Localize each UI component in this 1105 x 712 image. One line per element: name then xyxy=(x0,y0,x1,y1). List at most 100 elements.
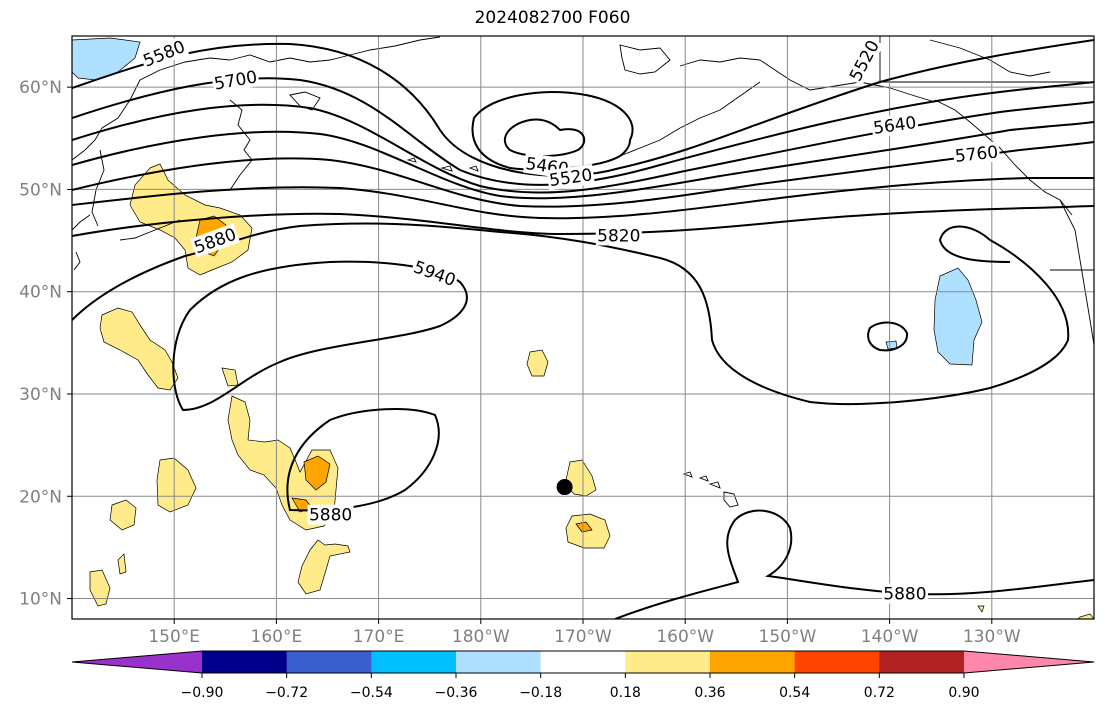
coastline xyxy=(723,491,739,508)
contour-label: 5820 xyxy=(595,225,642,246)
contour-label-text: 5820 xyxy=(597,226,640,246)
colorbar-tick-label: 0.18 xyxy=(610,685,641,701)
colorbar-tick-label: −0.54 xyxy=(350,685,393,701)
contour-label-bg xyxy=(409,256,460,291)
contour-labels: 5580570054605520552056405760582058805940… xyxy=(138,35,1001,604)
contour-label: 5580 xyxy=(138,35,190,72)
contour-label-text: 5700 xyxy=(213,67,259,94)
contour-label-text: 5640 xyxy=(872,113,918,139)
contour-label-bg xyxy=(546,164,595,191)
anomaly-area xyxy=(109,499,137,531)
lon-tick-label: 160°E xyxy=(251,627,303,647)
colorbar-segment xyxy=(456,651,542,673)
contour-label: 5880 xyxy=(307,504,354,526)
contour-line xyxy=(938,225,1011,263)
lat-tick-label: 20°N xyxy=(19,487,62,507)
anomaly-area xyxy=(99,307,179,391)
contour-label-bg xyxy=(844,35,884,86)
colorbar-segment xyxy=(371,651,457,673)
colorbar-tick-label: 0.90 xyxy=(948,685,979,701)
latitude-axis: 10°N 20°N 30°N 40°N 50°N 60°N xyxy=(19,78,72,610)
coastline xyxy=(619,44,671,75)
contour-label-bg xyxy=(211,66,260,94)
contour-line xyxy=(72,39,1094,177)
coastline xyxy=(468,165,479,172)
coastline xyxy=(599,81,761,165)
anomaly-area xyxy=(117,553,127,575)
lat-tick-label: 60°N xyxy=(19,78,62,98)
longitude-axis: 150°E 160°E 170°E 180°W 170°W 160°W 150°W 140°W… xyxy=(148,619,1021,647)
colorbar-tick-label: 0.54 xyxy=(779,685,810,701)
contour-label: 5760 xyxy=(952,141,1001,167)
contour-line xyxy=(471,91,634,171)
lon-tick-label: 150°W xyxy=(759,627,817,647)
contour-label-text: 5880 xyxy=(309,506,352,526)
anomaly-area xyxy=(89,569,111,607)
contour-label-bg xyxy=(881,583,928,604)
coastline xyxy=(708,481,721,489)
coastline xyxy=(698,475,709,482)
coastline xyxy=(1059,199,1094,346)
contour-label-text: 5940 xyxy=(411,257,458,291)
lat-tick-label: 50°N xyxy=(19,180,62,200)
colorbar-tick-label: −0.18 xyxy=(519,685,562,701)
colorbar-extend-low xyxy=(72,651,202,673)
coastline xyxy=(682,471,693,478)
lat-tick-label: 30°N xyxy=(19,385,62,405)
contour-label-bg xyxy=(138,35,190,72)
lon-tick-label: 150°E xyxy=(148,627,200,647)
lat-tick-label: 10°N xyxy=(19,590,62,610)
coastline xyxy=(229,36,441,63)
coastline xyxy=(289,91,321,111)
contour-label-bg xyxy=(190,223,241,258)
colorbar: −0.90 −0.72 −0.54 −0.36 −0.18 0.18 0.36 0.54 0.7… xyxy=(71,650,1095,701)
coastline xyxy=(72,214,91,231)
lat-tick-label: 40°N xyxy=(19,283,62,303)
coastline xyxy=(934,99,1073,216)
contour-line xyxy=(867,321,909,352)
colorbar-segment xyxy=(710,651,796,673)
anomaly-area xyxy=(221,367,239,387)
contour-label-bg xyxy=(870,111,919,139)
contour-line xyxy=(503,118,586,157)
coastline xyxy=(679,57,761,67)
lon-tick-label: 180°W xyxy=(452,627,510,647)
contour-label: 5520 xyxy=(546,164,595,191)
colorbar-tick-label: −0.72 xyxy=(265,685,308,701)
colorbar-tick-label: −0.36 xyxy=(435,685,478,701)
contour-label-text: 5580 xyxy=(141,37,189,72)
coastline xyxy=(929,39,1051,77)
contour-line xyxy=(72,177,1094,220)
contour-label: 5700 xyxy=(211,66,260,95)
anomaly-area xyxy=(303,455,331,491)
lon-tick-label: 160°W xyxy=(656,627,714,647)
contour-label: 5520 xyxy=(844,35,884,86)
contour-line xyxy=(72,101,1094,194)
contour-label-bg xyxy=(307,504,354,525)
anomaly-area xyxy=(297,539,351,595)
anomaly-area xyxy=(1077,613,1094,619)
lon-tick-label: 170°E xyxy=(353,627,405,647)
colorbar-tick-label: −0.90 xyxy=(181,685,224,701)
colorbar-segment xyxy=(286,651,372,673)
contour-line xyxy=(72,222,1070,406)
colorbar-segment xyxy=(879,651,965,673)
contour-line xyxy=(614,509,1094,619)
contour-label-text: 5520 xyxy=(846,37,884,85)
contour-label-bg xyxy=(952,141,1001,166)
contour-label-bg xyxy=(595,225,642,246)
colorbar-tick-label: 0.36 xyxy=(694,685,725,701)
colorbar-segment xyxy=(540,651,626,673)
contour-label: 5940 xyxy=(409,256,460,291)
contour-line xyxy=(286,408,440,512)
contour-label-text: 5760 xyxy=(954,142,999,166)
coastline xyxy=(406,157,417,163)
contour-label: 5880 xyxy=(881,583,928,604)
lon-tick-label: 130°W xyxy=(963,627,1021,647)
contour-line xyxy=(172,260,468,412)
coastline xyxy=(119,219,181,241)
colorbar-segment xyxy=(794,651,880,673)
coastline xyxy=(759,59,936,103)
anomaly-area xyxy=(72,37,141,81)
